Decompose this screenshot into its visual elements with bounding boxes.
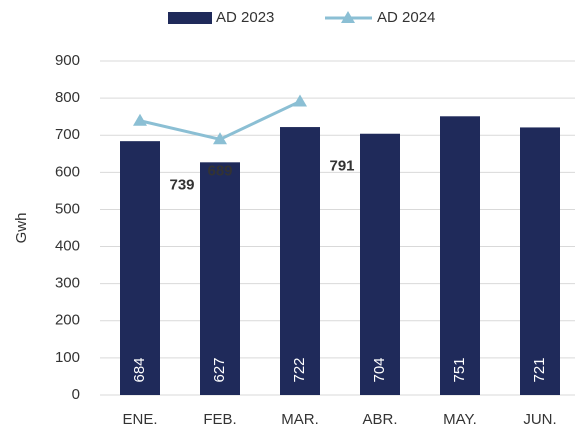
x-tick-label: MAY. [443,411,477,428]
point [293,94,307,107]
value-label: 739 [169,177,194,194]
y-tick-label: 0 [72,386,80,403]
point [213,132,227,145]
value-label: 722 [291,357,308,382]
y-tick-label: 900 [55,52,80,69]
y-tick-label: 200 [55,312,80,329]
value-label: 684 [131,357,148,382]
y-tick-label: 600 [55,163,80,180]
y-tick-label: 400 [55,238,80,255]
value-label: 751 [451,357,468,382]
legend-label: AD 2024 [377,9,435,26]
x-tick-label: FEB. [203,411,236,428]
legend-swatch [168,12,212,24]
bar [440,116,480,395]
value-label: 721 [531,357,548,382]
y-tick-label: 500 [55,200,80,217]
x-tick-label: MAR. [281,411,319,428]
legend-label: AD 2023 [216,9,274,26]
y-tick-label: 800 [55,89,80,106]
y-tick-label: 700 [55,126,80,143]
x-tick-label: ENE. [122,411,157,428]
value-label: 627 [211,357,228,382]
y-tick-label: 100 [55,349,80,366]
bar [120,141,160,395]
value-label: 689 [207,162,232,179]
x-tick-label: JUN. [523,411,556,428]
value-label: 791 [329,157,354,174]
x-tick-label: ABR. [362,411,397,428]
y-tick-label: 300 [55,275,80,292]
bar [200,162,240,395]
y-axis-label: Gwh [13,213,30,244]
legend-marker [341,11,355,23]
point [133,113,147,126]
value-label: 704 [371,357,388,382]
bar [280,127,320,396]
bar [360,133,400,395]
bar [520,127,560,395]
